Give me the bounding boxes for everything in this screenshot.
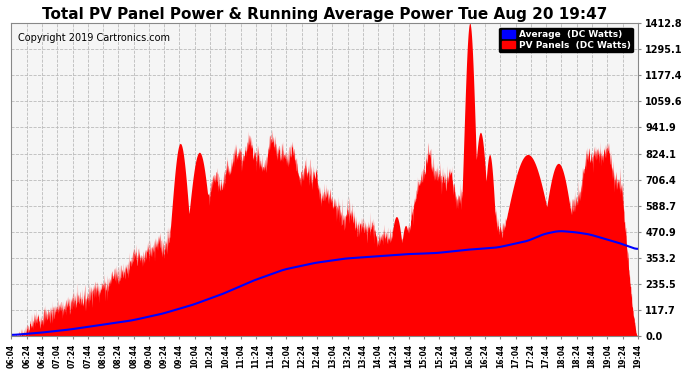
Title: Total PV Panel Power & Running Average Power Tue Aug 20 19:47: Total PV Panel Power & Running Average P… (42, 7, 607, 22)
Legend: Average  (DC Watts), PV Panels  (DC Watts): Average (DC Watts), PV Panels (DC Watts) (499, 28, 633, 53)
Text: Copyright 2019 Cartronics.com: Copyright 2019 Cartronics.com (18, 33, 170, 42)
